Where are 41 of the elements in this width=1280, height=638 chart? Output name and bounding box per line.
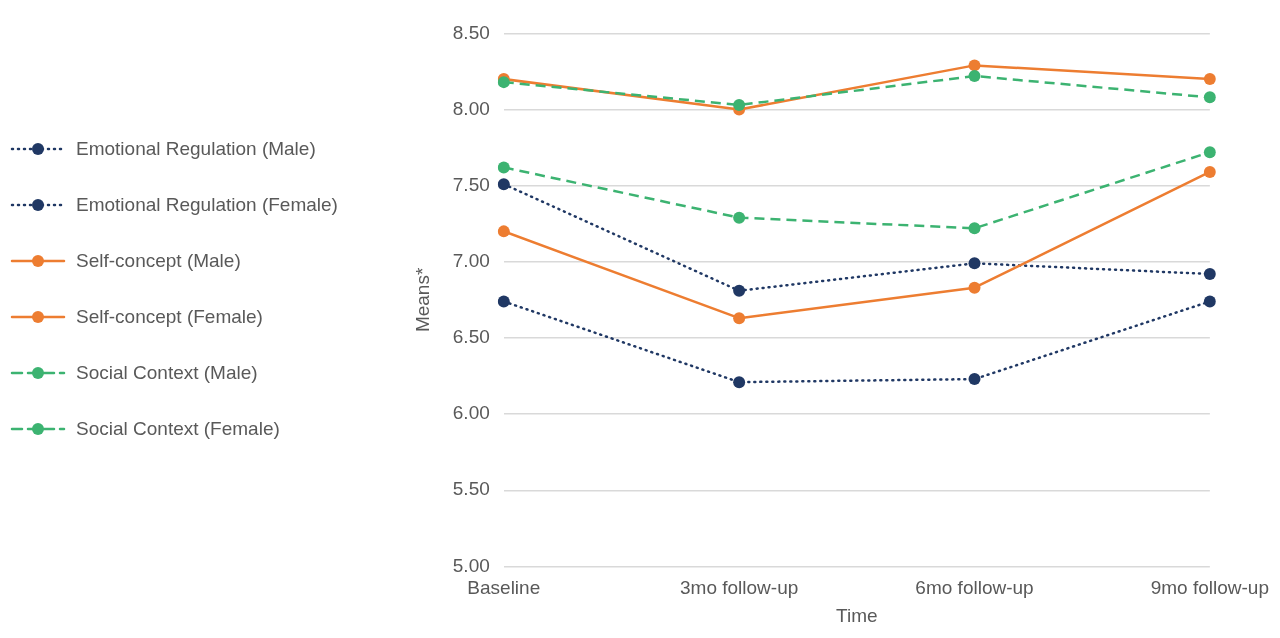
point — [1203, 295, 1216, 308]
legend-label: Social Context (Male) — [76, 362, 258, 384]
x-tick-label: 3mo follow-up — [680, 577, 799, 599]
point — [1203, 73, 1216, 86]
point — [968, 222, 981, 235]
legend-label: Self-concept (Male) — [76, 250, 241, 272]
legend-label: Emotional Regulation (Female) — [76, 194, 338, 216]
y-tick-label: 5.50 — [452, 478, 490, 500]
point — [497, 178, 510, 191]
y-tick-label: 8.50 — [452, 21, 490, 43]
point — [733, 312, 746, 325]
point — [733, 376, 746, 389]
y-tick-label: 7.50 — [452, 173, 490, 195]
x-tick-label: Baseline — [467, 577, 541, 599]
y-tick-label: 8.00 — [452, 97, 490, 119]
point — [1203, 91, 1216, 104]
point — [497, 295, 510, 308]
x-axis-title: Time — [836, 604, 878, 626]
y-tick-label: 7.00 — [452, 250, 490, 272]
y-tick-label: 6.00 — [452, 402, 490, 424]
point — [497, 225, 510, 238]
point — [968, 281, 981, 294]
x-tick-label: 6mo follow-up — [915, 577, 1034, 599]
point — [733, 284, 746, 297]
point — [968, 257, 981, 270]
point — [968, 59, 981, 72]
x-tick-label: 9mo follow-up — [1150, 577, 1269, 599]
legend-label: Emotional Regulation (Male) — [76, 138, 316, 160]
y-tick-label: 6.50 — [452, 326, 490, 348]
y-axis-title: Means* — [411, 267, 433, 333]
legend-label: Self-concept (Female) — [76, 306, 263, 328]
point — [968, 373, 981, 386]
y-tick-label: 5.00 — [452, 554, 490, 576]
point — [497, 161, 510, 174]
point — [1203, 268, 1216, 281]
point — [733, 98, 746, 111]
point — [968, 70, 981, 83]
point — [1203, 146, 1216, 159]
point — [733, 211, 746, 224]
point — [1203, 165, 1216, 178]
legend-label: Social Context (Female) — [76, 418, 280, 440]
